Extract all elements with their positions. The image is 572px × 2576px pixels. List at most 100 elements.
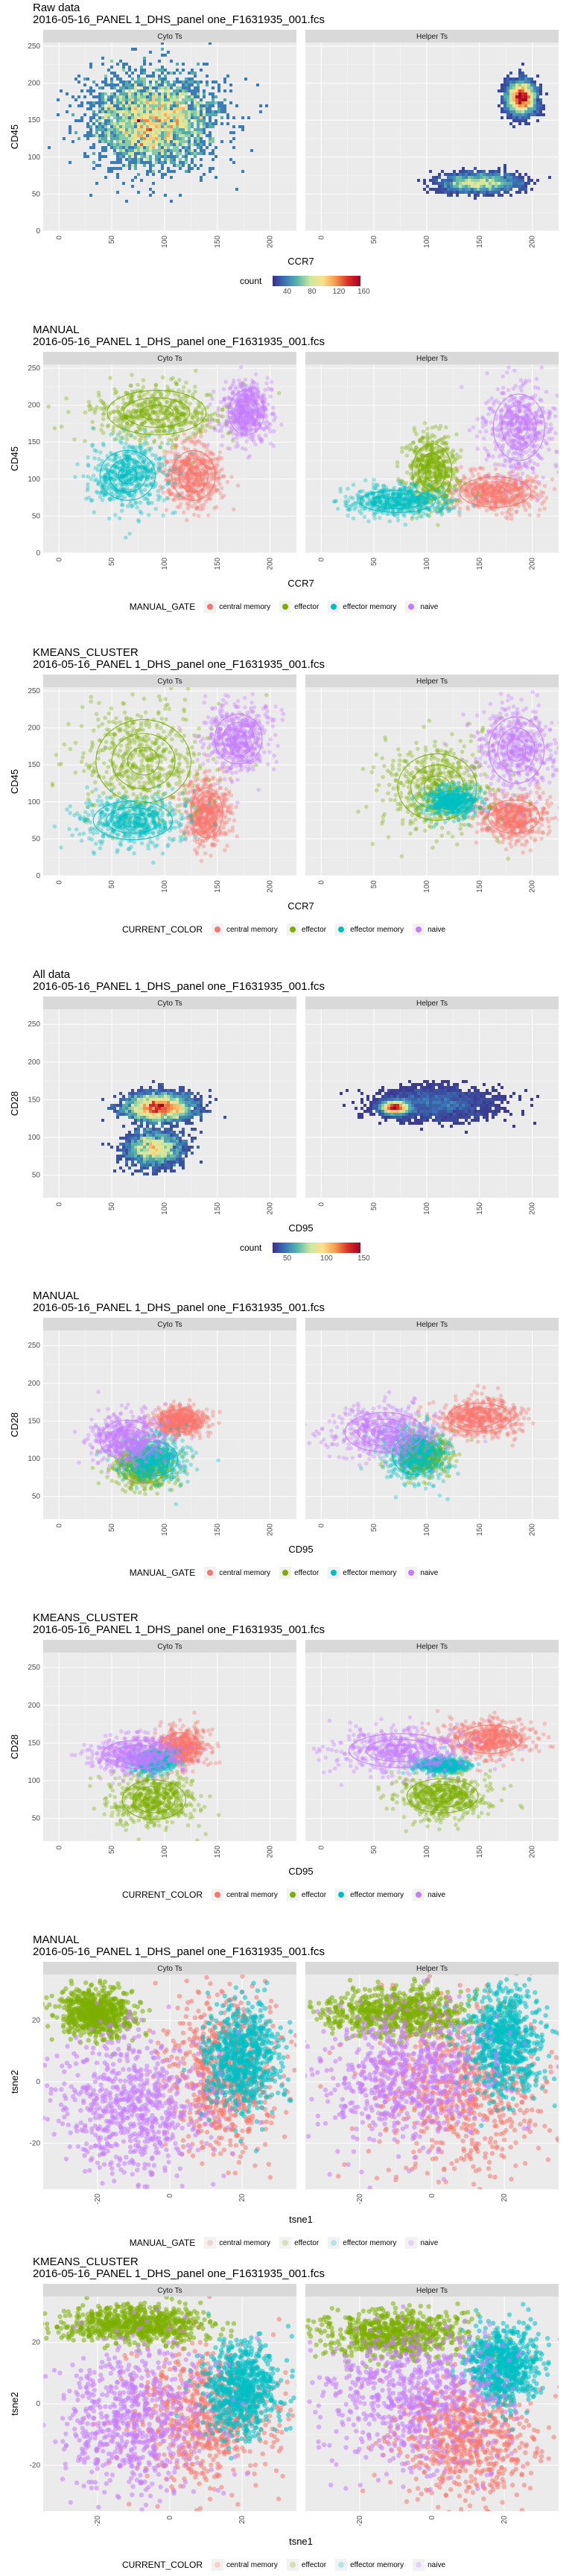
- data-point: [241, 419, 245, 423]
- data-point: [449, 450, 454, 455]
- data-point: [257, 422, 262, 426]
- density-bin: [182, 155, 185, 158]
- density-bin: [161, 72, 164, 75]
- data-point: [484, 482, 489, 487]
- density-bin: [74, 78, 77, 80]
- data-point: [125, 409, 130, 414]
- data-point: [244, 414, 249, 419]
- density-bin: [101, 98, 104, 101]
- data-point: [205, 496, 210, 501]
- density-bin: [489, 185, 492, 188]
- data-point: [500, 511, 504, 516]
- data-point: [188, 461, 192, 466]
- density-bin: [131, 155, 134, 158]
- density-bin: [512, 83, 515, 86]
- density-bin: [155, 161, 158, 164]
- data-point: [272, 418, 276, 423]
- density-bin: [524, 89, 527, 92]
- data-point: [190, 497, 195, 502]
- data-point: [429, 443, 434, 449]
- data-point: [167, 469, 171, 474]
- data-point: [261, 400, 267, 405]
- data-point: [140, 451, 145, 455]
- data-point: [427, 458, 432, 463]
- data-point: [500, 496, 504, 501]
- data-point: [46, 404, 51, 409]
- data-point: [95, 405, 99, 410]
- density-bin: [188, 149, 191, 152]
- data-point: [127, 491, 132, 496]
- density-bin: [143, 140, 146, 143]
- density-bin: [155, 131, 158, 134]
- density-bin: [134, 104, 137, 107]
- density-bin: [110, 119, 113, 122]
- density-bin: [506, 83, 509, 86]
- data-point: [493, 502, 498, 508]
- data-point: [193, 442, 197, 447]
- data-point: [430, 480, 436, 485]
- data-point: [422, 481, 428, 486]
- density-bin: [176, 125, 179, 128]
- data-point: [431, 471, 436, 476]
- density-bin: [176, 107, 179, 110]
- data-point: [159, 423, 163, 428]
- data-point: [439, 467, 444, 472]
- data-point: [123, 473, 128, 478]
- data-point: [442, 482, 447, 486]
- density-bin: [173, 116, 176, 119]
- density-bin: [200, 164, 203, 167]
- data-point: [105, 474, 110, 479]
- density-bin: [518, 89, 521, 92]
- data-point: [186, 482, 191, 487]
- data-point: [450, 467, 454, 472]
- density-bin: [110, 80, 113, 83]
- density-bin: [447, 185, 450, 188]
- data-point: [158, 495, 162, 500]
- data-point: [470, 485, 474, 490]
- data-point: [489, 491, 494, 496]
- data-point: [150, 467, 155, 472]
- density-bin: [152, 149, 155, 152]
- density-bin: [119, 60, 122, 63]
- data-point: [120, 474, 124, 479]
- data-point: [136, 482, 141, 487]
- density-bin: [483, 179, 486, 182]
- data-point: [117, 411, 122, 417]
- density-bin: [459, 191, 462, 194]
- data-point: [495, 482, 500, 486]
- data-point: [454, 476, 460, 482]
- density-bin: [450, 188, 453, 191]
- density-bin: [98, 134, 101, 137]
- data-point: [59, 424, 64, 429]
- density-bin: [128, 101, 131, 104]
- density-bin: [128, 69, 131, 72]
- data-point: [150, 421, 155, 426]
- density-bin: [194, 164, 197, 167]
- density-bin: [176, 110, 179, 113]
- density-bin: [170, 104, 173, 107]
- data-point: [182, 394, 187, 399]
- data-point: [252, 395, 256, 400]
- density-bin: [143, 119, 146, 122]
- data-point: [438, 472, 442, 477]
- data-point: [192, 447, 197, 452]
- density-bin: [179, 128, 182, 131]
- density-bin: [197, 89, 200, 92]
- density-bin: [131, 119, 134, 122]
- density-bin: [122, 155, 125, 158]
- density-bin: [474, 179, 477, 182]
- data-point: [247, 392, 252, 397]
- x-tick-label: 0: [317, 558, 325, 562]
- data-point: [145, 467, 150, 473]
- density-bin: [146, 140, 149, 143]
- data-point: [229, 409, 235, 414]
- density-bin: [179, 149, 182, 152]
- data-point: [257, 423, 262, 428]
- data-point: [230, 411, 235, 416]
- data-point: [162, 410, 166, 415]
- data-point: [421, 435, 425, 440]
- data-point: [512, 486, 517, 491]
- data-point: [118, 474, 123, 479]
- data-point: [430, 455, 435, 461]
- data-point: [164, 414, 169, 419]
